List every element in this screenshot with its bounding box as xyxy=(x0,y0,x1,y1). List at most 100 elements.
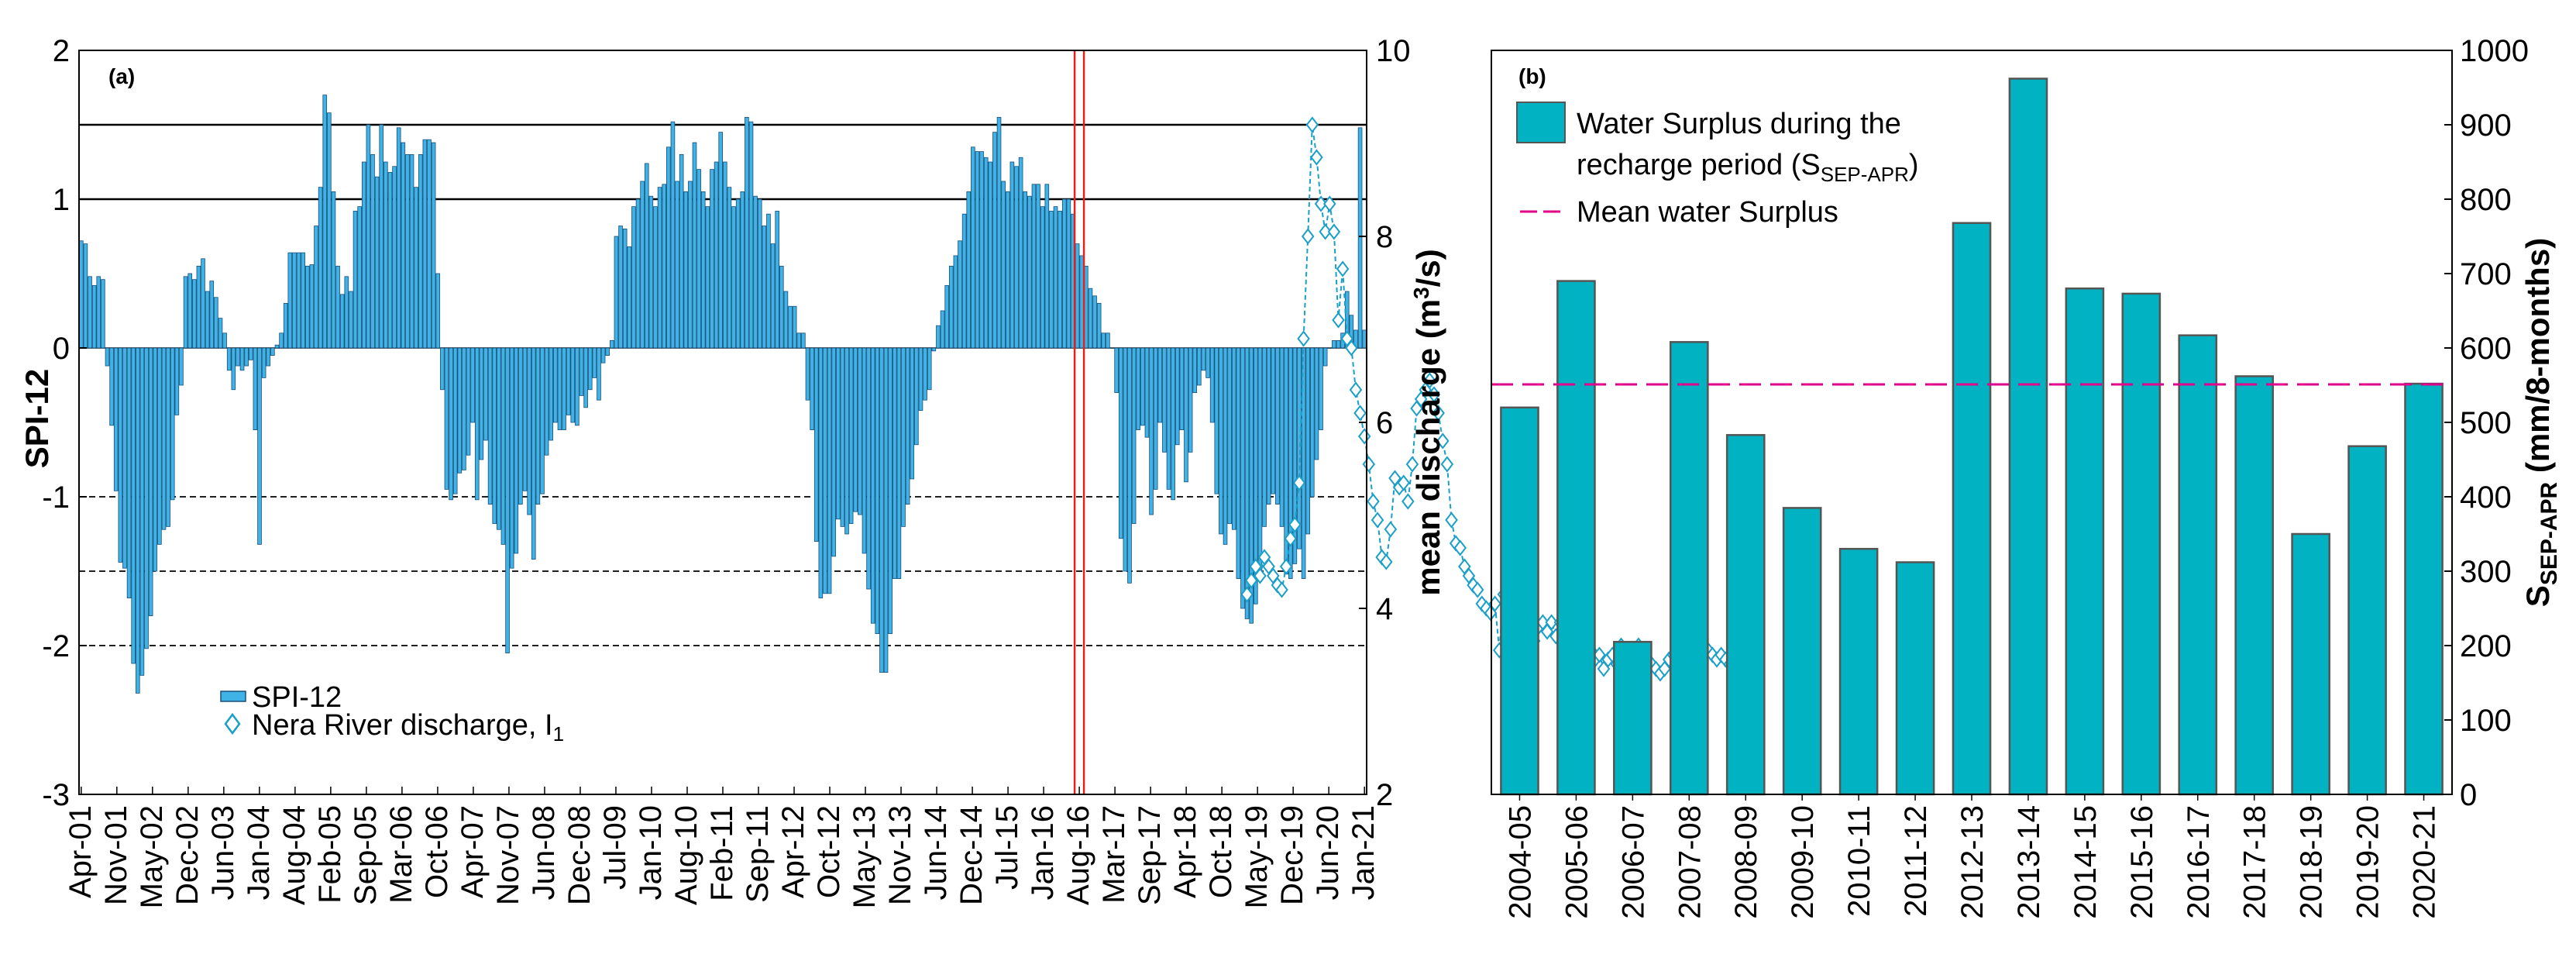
spi-bar xyxy=(792,305,797,349)
spi-bar xyxy=(740,191,745,349)
spi-bar xyxy=(440,347,445,391)
spi-bar xyxy=(1140,347,1145,426)
spi-bar xyxy=(1036,184,1040,349)
spi-bar xyxy=(214,297,218,349)
discharge-point xyxy=(1336,260,1350,277)
spi-bar xyxy=(505,347,510,654)
discharge-point xyxy=(1432,405,1445,422)
spi-bar xyxy=(1262,347,1267,527)
spi-bar xyxy=(883,347,889,673)
spi-bar xyxy=(236,347,240,367)
x-tick-label: Apr-18 xyxy=(1168,805,1202,898)
x-tick-label: Jul-15 xyxy=(990,805,1024,890)
spi-bar xyxy=(1297,347,1302,549)
category-label: 2011-12 xyxy=(1899,805,1933,917)
spi-bar xyxy=(1166,347,1171,490)
spi-bar xyxy=(848,347,854,524)
discharge-point xyxy=(1380,553,1393,570)
spi-bar xyxy=(322,95,328,349)
discharge-point xyxy=(1279,558,1293,575)
spi-bar xyxy=(314,226,318,349)
spi-bar xyxy=(161,347,167,530)
discharge-point xyxy=(1401,493,1415,510)
spi-bar xyxy=(1319,347,1323,430)
spi-bar xyxy=(239,347,245,371)
x-tick-label: Jan-04 xyxy=(242,805,276,900)
spi-bar xyxy=(1109,347,1115,349)
y2-tick-label: 4 xyxy=(1376,592,1393,626)
spi-bar xyxy=(527,347,531,515)
spi-bar xyxy=(1131,347,1137,524)
spi-bar xyxy=(675,181,679,349)
spi-bar xyxy=(1223,347,1228,545)
spi-bar xyxy=(775,210,779,349)
discharge-point xyxy=(1284,530,1298,547)
spi-bar xyxy=(1179,347,1185,430)
spi-bar xyxy=(657,187,662,349)
discharge-point xyxy=(1362,456,1376,473)
spi-bar xyxy=(953,255,958,349)
spi-bar xyxy=(587,347,593,391)
legend-spi-label: SPI-12 xyxy=(252,681,342,714)
discharge-point xyxy=(1314,195,1328,212)
spi-bar xyxy=(562,347,566,430)
spi-bar xyxy=(1162,347,1167,453)
spi-bar xyxy=(122,347,127,569)
spi-bar xyxy=(931,347,937,352)
spi-bar xyxy=(135,347,140,694)
spi-bar xyxy=(683,191,689,349)
spi-bar xyxy=(870,347,875,624)
spi-bar xyxy=(522,347,528,491)
spi-bar xyxy=(396,127,401,349)
spi-bar xyxy=(187,273,192,349)
discharge-point xyxy=(1367,493,1380,510)
y-tick-label: 2 xyxy=(53,34,70,68)
spi-bar xyxy=(879,347,884,673)
spi-bar xyxy=(605,347,610,356)
spi-bar xyxy=(218,318,223,349)
spi-bar xyxy=(222,332,227,349)
spi-bar xyxy=(835,347,841,520)
spi-bar xyxy=(470,347,475,423)
spi-bar xyxy=(96,276,101,349)
spi-bar xyxy=(483,347,488,441)
x-tick-label: Jan-16 xyxy=(1026,805,1060,900)
x-tick-label: Apr-01 xyxy=(64,805,98,898)
spi-bar xyxy=(1188,347,1193,453)
spi-bar xyxy=(205,291,210,349)
spi-bar xyxy=(462,347,466,470)
spi-bar xyxy=(1001,181,1006,349)
spi-bar xyxy=(810,347,814,430)
spi-bar xyxy=(1066,198,1071,349)
y-tick-label: 600 xyxy=(2460,332,2512,366)
spi-bar xyxy=(1301,347,1306,580)
spi-bar xyxy=(813,347,819,542)
spi-bar xyxy=(109,347,114,426)
spi-bar xyxy=(383,161,388,349)
y2-tick-label: 10 xyxy=(1376,34,1411,68)
category-label: 2016-17 xyxy=(2182,805,2216,919)
spi-bar xyxy=(905,347,910,505)
x-tick-label: May-13 xyxy=(848,805,882,908)
panel-b-y-axis-title: SSEP-APR (mm/8-months) xyxy=(2519,238,2562,607)
spi-bar xyxy=(570,347,576,423)
x-tick-label: Aug-04 xyxy=(277,805,311,905)
spi-bar xyxy=(858,347,862,515)
spi-bar xyxy=(331,191,336,349)
spi-bar xyxy=(1271,347,1276,494)
discharge-point xyxy=(1545,614,1558,631)
spi-bar xyxy=(653,206,658,349)
spi-bar xyxy=(301,252,305,349)
spi-bar xyxy=(1362,329,1367,349)
spi-bar xyxy=(1096,302,1102,349)
y-tick-label: 1000 xyxy=(2460,34,2529,68)
surplus-bar xyxy=(2234,375,2275,796)
y-tick-label: 300 xyxy=(2460,555,2512,589)
y2-tick-label: 6 xyxy=(1376,406,1393,440)
spi-bar xyxy=(131,347,136,664)
spi-bar xyxy=(796,332,802,349)
x-tick-label: Aug-10 xyxy=(669,805,703,905)
spi-bar xyxy=(592,347,597,378)
